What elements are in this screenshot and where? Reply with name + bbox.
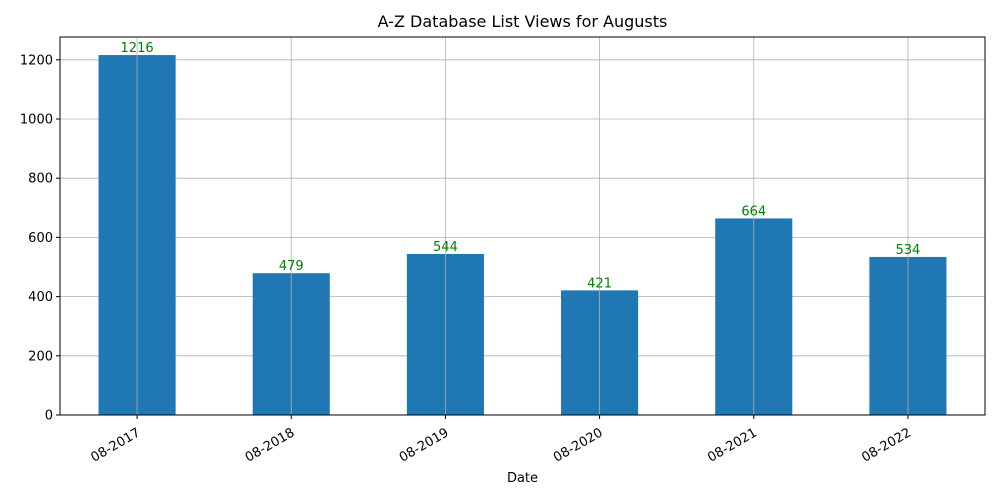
y-tick-label: 800 [28, 172, 53, 187]
bar-value-label: 664 [741, 204, 766, 219]
bar-value-label: 534 [896, 243, 921, 258]
plot-frame [59, 36, 986, 416]
y-tick-label: 0 [45, 409, 53, 424]
bar-value-label: 544 [433, 240, 458, 255]
bar-value-label: 421 [587, 276, 612, 291]
x-tick-label: 08-2017 [89, 425, 144, 465]
x-tick-label: 08-2022 [859, 425, 914, 465]
grid-lines [60, 59, 985, 416]
chart-title: A-Z Database List Views for Augusts [378, 12, 668, 31]
x-axis-ticks: 08-2017 08-2018 08-2019 08-2020 08-2021 08-20… [89, 415, 914, 466]
x-tick-label: 08-2020 [551, 425, 606, 465]
y-tick-label: 1000 [20, 112, 53, 127]
x-tick-label: 08-2019 [397, 425, 452, 465]
y-axis-ticks: 0 200 400 600 800 1000 1200 [20, 53, 60, 424]
data-labels: 1216 479 544 421 664 534 [121, 41, 921, 291]
x-tick-label: 08-2021 [705, 425, 760, 465]
bars [98, 55, 947, 415]
x-axis-label: Date [507, 471, 538, 486]
vertical-grid-lines [136, 37, 909, 415]
y-tick-label: 1200 [20, 53, 53, 68]
y-tick-label: 600 [28, 231, 53, 246]
y-tick-label: 200 [28, 349, 53, 364]
bar-value-label: 1216 [121, 41, 154, 56]
bar-value-label: 479 [279, 259, 304, 274]
y-tick-label: 400 [28, 290, 53, 305]
x-tick-label: 08-2018 [243, 425, 298, 465]
